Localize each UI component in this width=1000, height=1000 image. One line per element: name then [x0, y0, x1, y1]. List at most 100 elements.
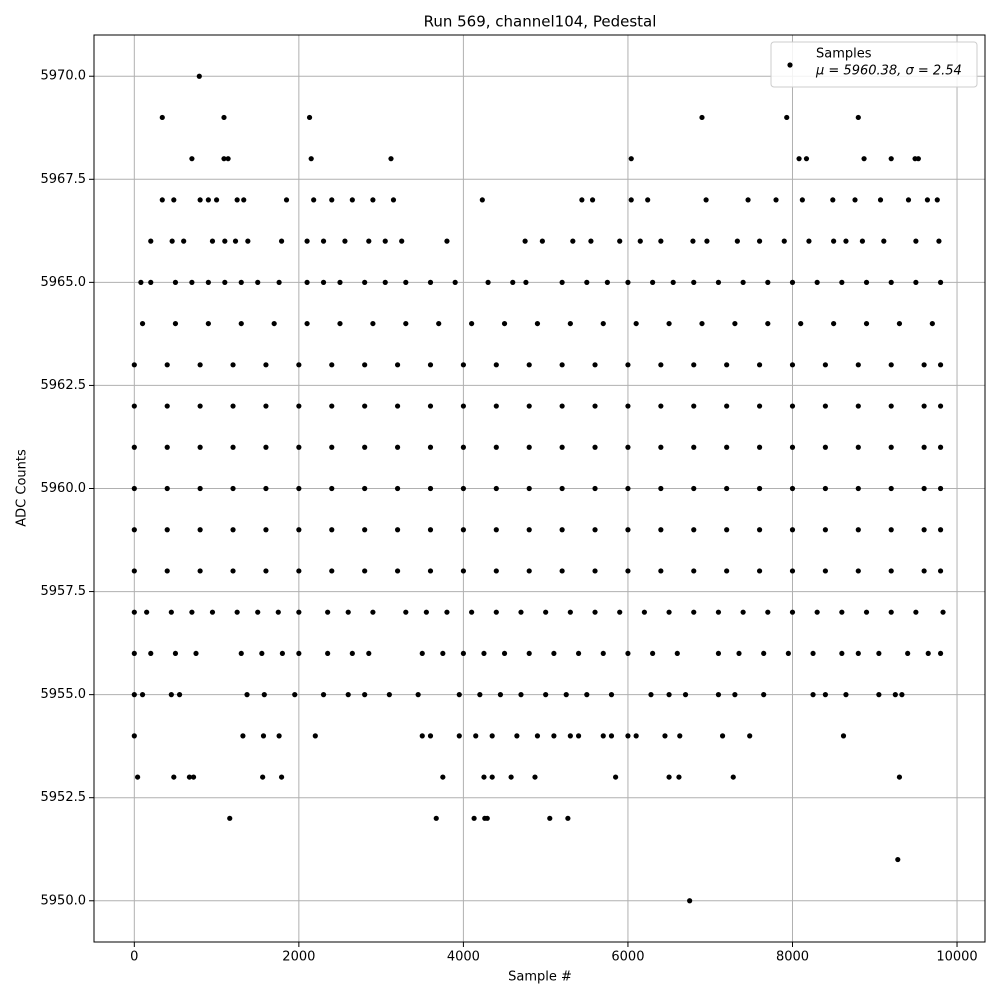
point	[209, 609, 216, 615]
point	[724, 362, 730, 368]
point	[131, 403, 137, 409]
point	[789, 527, 796, 533]
point	[526, 403, 532, 409]
point	[493, 568, 499, 574]
point	[592, 485, 598, 492]
point	[691, 362, 697, 368]
point	[876, 650, 882, 657]
point	[433, 815, 439, 821]
point	[924, 197, 931, 203]
y-axis-label: ADC Counts	[15, 449, 30, 527]
point	[241, 197, 247, 203]
point	[608, 733, 615, 739]
plot-frame	[93, 34, 986, 943]
point	[676, 774, 682, 780]
point	[460, 403, 466, 409]
point	[877, 197, 884, 203]
point	[690, 238, 696, 244]
point	[526, 362, 532, 368]
point	[148, 650, 154, 657]
point	[937, 279, 944, 285]
point	[255, 609, 261, 615]
point	[508, 774, 514, 780]
point	[240, 733, 246, 739]
point	[625, 650, 631, 657]
point	[915, 156, 921, 162]
point	[913, 238, 919, 244]
point	[691, 403, 697, 409]
point	[197, 197, 203, 203]
point	[650, 279, 656, 285]
point	[304, 320, 310, 327]
point	[855, 568, 861, 574]
point	[225, 156, 231, 162]
point	[514, 733, 520, 739]
point	[230, 485, 236, 492]
point	[460, 362, 466, 368]
point	[296, 527, 302, 533]
point	[460, 650, 466, 657]
point	[789, 444, 796, 450]
point	[756, 485, 763, 492]
point	[427, 568, 434, 574]
point	[532, 774, 538, 780]
point	[913, 279, 919, 285]
point	[362, 692, 368, 698]
point	[570, 238, 576, 244]
point	[419, 733, 425, 739]
point	[888, 156, 894, 162]
point	[510, 279, 516, 285]
point	[427, 485, 434, 492]
point	[168, 692, 174, 698]
point	[193, 650, 199, 657]
point	[522, 238, 528, 244]
point	[940, 609, 946, 615]
point	[937, 362, 944, 368]
point	[921, 362, 927, 368]
point	[230, 403, 236, 409]
point	[740, 279, 746, 285]
point	[230, 568, 236, 574]
point	[261, 692, 267, 698]
point	[715, 650, 722, 657]
legend-box	[770, 41, 978, 88]
point	[415, 692, 421, 698]
point	[765, 279, 771, 285]
point	[592, 568, 598, 574]
point	[276, 733, 282, 739]
point	[296, 403, 302, 409]
point	[479, 197, 485, 203]
point	[677, 733, 683, 739]
point	[382, 279, 388, 285]
point	[551, 733, 557, 739]
point	[921, 485, 927, 492]
point	[345, 692, 351, 698]
point	[859, 238, 866, 244]
point	[131, 444, 137, 450]
point	[526, 527, 532, 533]
point	[197, 485, 203, 492]
point	[382, 238, 388, 244]
point	[485, 279, 491, 285]
point	[473, 733, 479, 739]
chart-title: Run 569, channel104, Pedestal	[424, 13, 657, 31]
point	[592, 362, 598, 368]
point	[658, 403, 664, 409]
point	[648, 692, 654, 698]
point	[230, 362, 236, 368]
point	[427, 403, 434, 409]
point	[732, 692, 738, 698]
point	[205, 197, 211, 203]
point	[831, 238, 837, 244]
y-tick-label: 5970.0	[41, 69, 87, 84]
point	[148, 238, 154, 244]
point	[929, 320, 935, 327]
point	[852, 197, 858, 203]
point	[575, 733, 582, 739]
point	[493, 609, 499, 615]
point	[197, 362, 203, 368]
point	[366, 238, 372, 244]
point	[539, 238, 545, 244]
point	[608, 692, 615, 698]
